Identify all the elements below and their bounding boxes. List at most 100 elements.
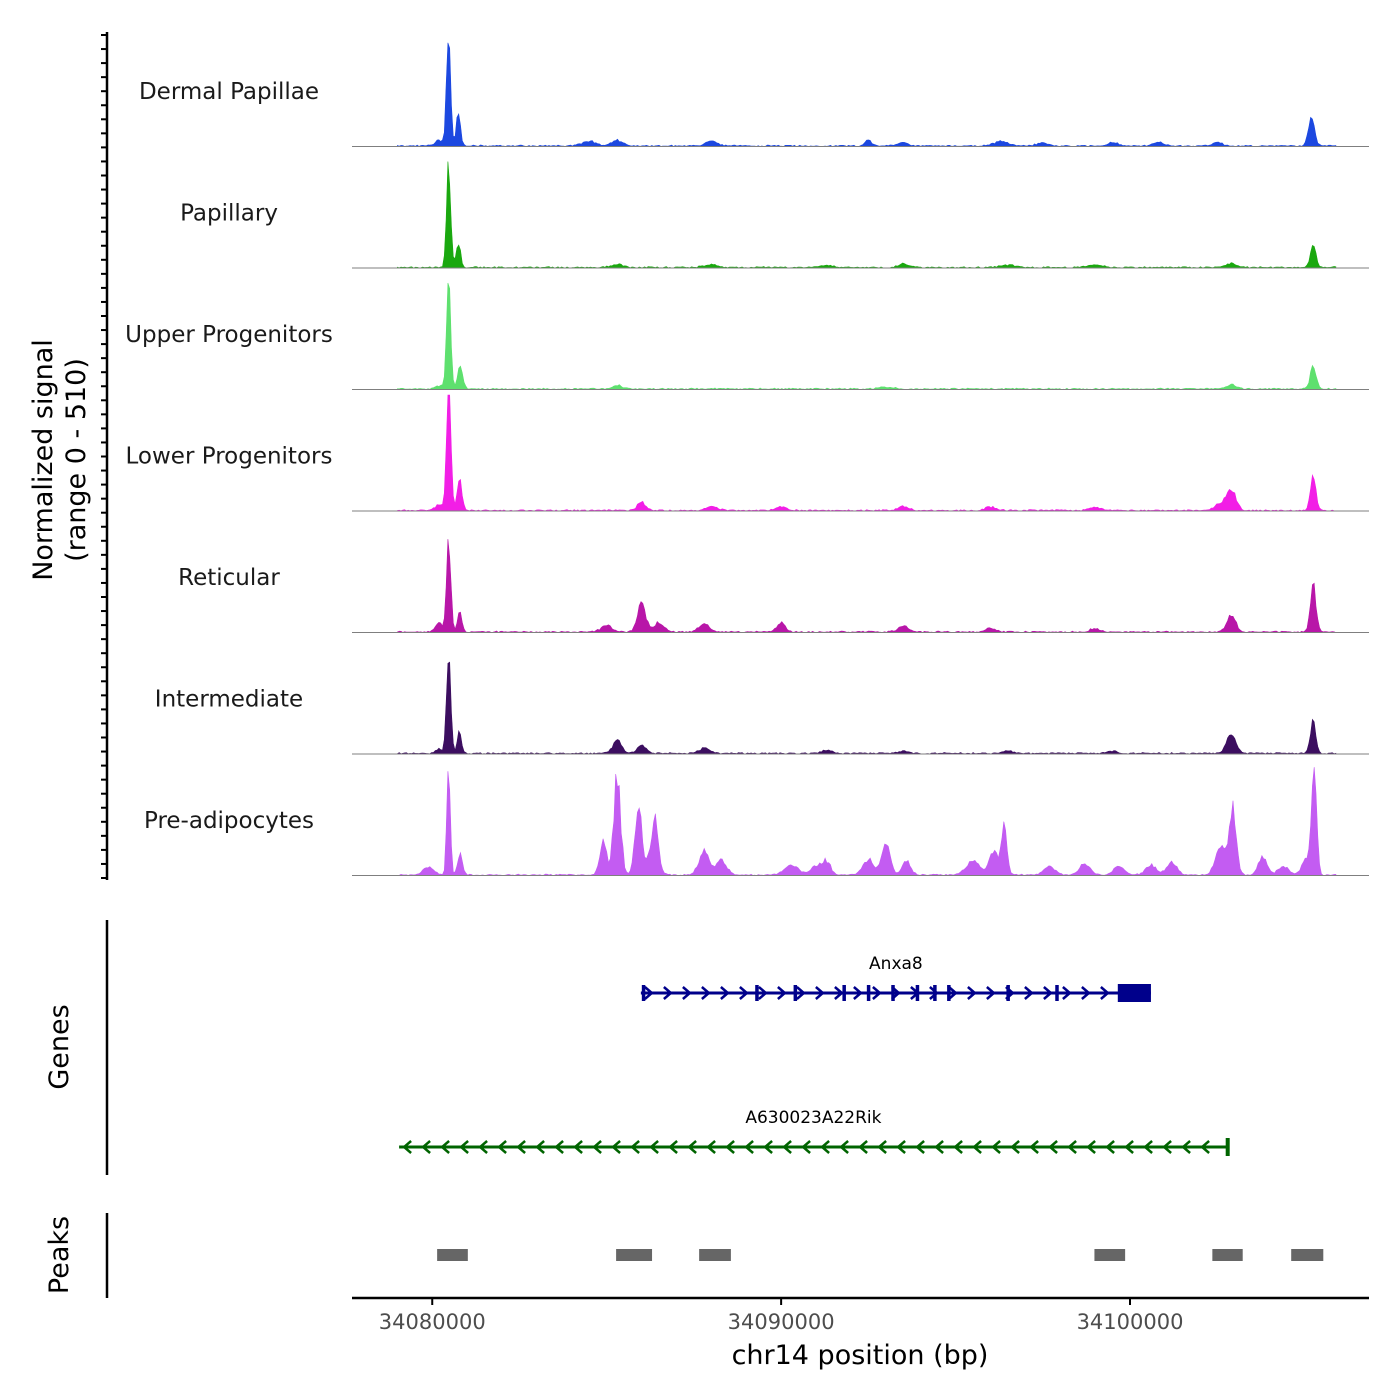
track-dermal-papillae: Dermal Papillae (139, 42, 1369, 147)
strand-arrow (948, 986, 958, 1000)
strand-arrow (573, 1140, 583, 1154)
exon (755, 985, 759, 1001)
strand-arrow (706, 1140, 716, 1154)
exon (793, 985, 798, 1001)
strand-arrow (991, 1140, 1001, 1154)
track-label: Intermediate (155, 687, 303, 713)
y-axis-title-line1: Normalized signal (28, 339, 59, 581)
coverage-area (397, 42, 1337, 147)
x-tick-label: 34090000 (728, 1310, 835, 1334)
coverage-tracks: Dermal Papillae Papillary Upper Progenitor… (125, 42, 1369, 876)
track-label: Lower Progenitors (126, 444, 333, 470)
exon (891, 985, 895, 1001)
strand-arrow (796, 986, 806, 1000)
strand-arrow (953, 1140, 963, 1154)
strand-arrow (644, 986, 654, 1000)
gene-name: A630023A22Rik (745, 1108, 881, 1128)
peak-region (699, 1249, 731, 1261)
peak-region (437, 1249, 468, 1261)
track-upper-progenitors: Upper Progenitors (125, 282, 1369, 390)
coverage-area (397, 539, 1337, 633)
peaks-panel: Peaks (44, 1213, 1324, 1298)
strand-arrow (1010, 1140, 1020, 1154)
strand-arrow (1181, 1140, 1191, 1154)
strand-arrow (1043, 986, 1053, 1000)
strand-arrow (839, 1140, 849, 1154)
exon (947, 985, 951, 1001)
coverage-area (397, 661, 1337, 755)
track-intermediate: Intermediate (155, 661, 1369, 755)
exon-block (1117, 984, 1151, 1002)
track-label: Pre-adipocytes (144, 808, 314, 834)
exon (1225, 1138, 1230, 1156)
strand-arrow (649, 1140, 659, 1154)
strand-arrow (815, 986, 825, 1000)
x-axis: 34080000 34090000 34100000 (352, 1296, 1369, 1334)
exon (842, 985, 846, 1001)
strand-arrow (421, 1140, 431, 1154)
track-lower-progenitors: Lower Progenitors (126, 394, 1369, 512)
strand-arrow (872, 986, 882, 1000)
strand-arrow (834, 986, 844, 1000)
strand-arrow (535, 1140, 545, 1154)
track-label: Upper Progenitors (125, 322, 333, 348)
genes-panel-title: Genes (44, 1004, 75, 1089)
x-tick-label: 34100000 (1077, 1310, 1184, 1334)
strand-arrow (777, 986, 787, 1000)
strand-arrow (801, 1140, 811, 1154)
strand-arrow (986, 986, 996, 1000)
track-reticular: Reticular (178, 539, 1369, 633)
track-label: Reticular (178, 565, 280, 591)
strand-arrow (478, 1140, 488, 1154)
strand-arrow (934, 1140, 944, 1154)
exon (641, 985, 646, 1001)
peak-region (1094, 1249, 1126, 1261)
gene-models: Anxa8 A630023A22Rik (399, 954, 1230, 1156)
coverage-area (397, 282, 1337, 390)
track-label: Papillary (180, 201, 278, 227)
strand-arrow (554, 1140, 564, 1154)
x-axis-title: chr14 position (bp) (732, 1340, 989, 1371)
strand-arrow (1062, 986, 1072, 1000)
track-pre-adipocytes: Pre-adipocytes (144, 767, 1369, 876)
strand-arrow (820, 1140, 830, 1154)
strand-arrow (1048, 1140, 1058, 1154)
strand-arrow (972, 1140, 982, 1154)
strand-arrow (858, 1140, 868, 1154)
strand-arrow (1105, 1140, 1115, 1154)
x-tick-label: 34080000 (379, 1310, 486, 1334)
strand-arrow (758, 986, 768, 1000)
exon (915, 985, 920, 1001)
strand-arrow (668, 1140, 678, 1154)
strand-arrow (929, 986, 939, 1000)
strand-arrow (744, 1140, 754, 1154)
peak-regions (437, 1249, 1324, 1261)
strand-arrow (402, 1140, 412, 1154)
gene-anxa8: Anxa8 (640, 954, 1151, 1002)
strand-arrow (896, 1140, 906, 1154)
coverage-area (397, 394, 1337, 512)
strand-arrow (1086, 1140, 1096, 1154)
exon (1055, 985, 1059, 1001)
strand-arrow (763, 1140, 773, 1154)
strand-arrow (1200, 1140, 1210, 1154)
strand-arrow (630, 1140, 640, 1154)
strand-arrow (516, 1140, 526, 1154)
strand-arrow (1067, 1140, 1077, 1154)
exon (933, 985, 937, 1001)
strand-arrow (440, 1140, 450, 1154)
strand-arrow (682, 986, 692, 1000)
strand-arrow (701, 986, 711, 1000)
strand-arrow (459, 1140, 469, 1154)
coverage-area (397, 161, 1337, 269)
strand-arrow (1100, 986, 1110, 1000)
strand-arrow (1081, 986, 1091, 1000)
coverage-axis (101, 32, 109, 880)
peak-region (616, 1249, 653, 1261)
strand-arrow (877, 1140, 887, 1154)
strand-arrow (497, 1140, 507, 1154)
strand-arrow (720, 986, 730, 1000)
strand-arrow (1143, 1140, 1153, 1154)
peaks-panel-title: Peaks (44, 1216, 75, 1294)
